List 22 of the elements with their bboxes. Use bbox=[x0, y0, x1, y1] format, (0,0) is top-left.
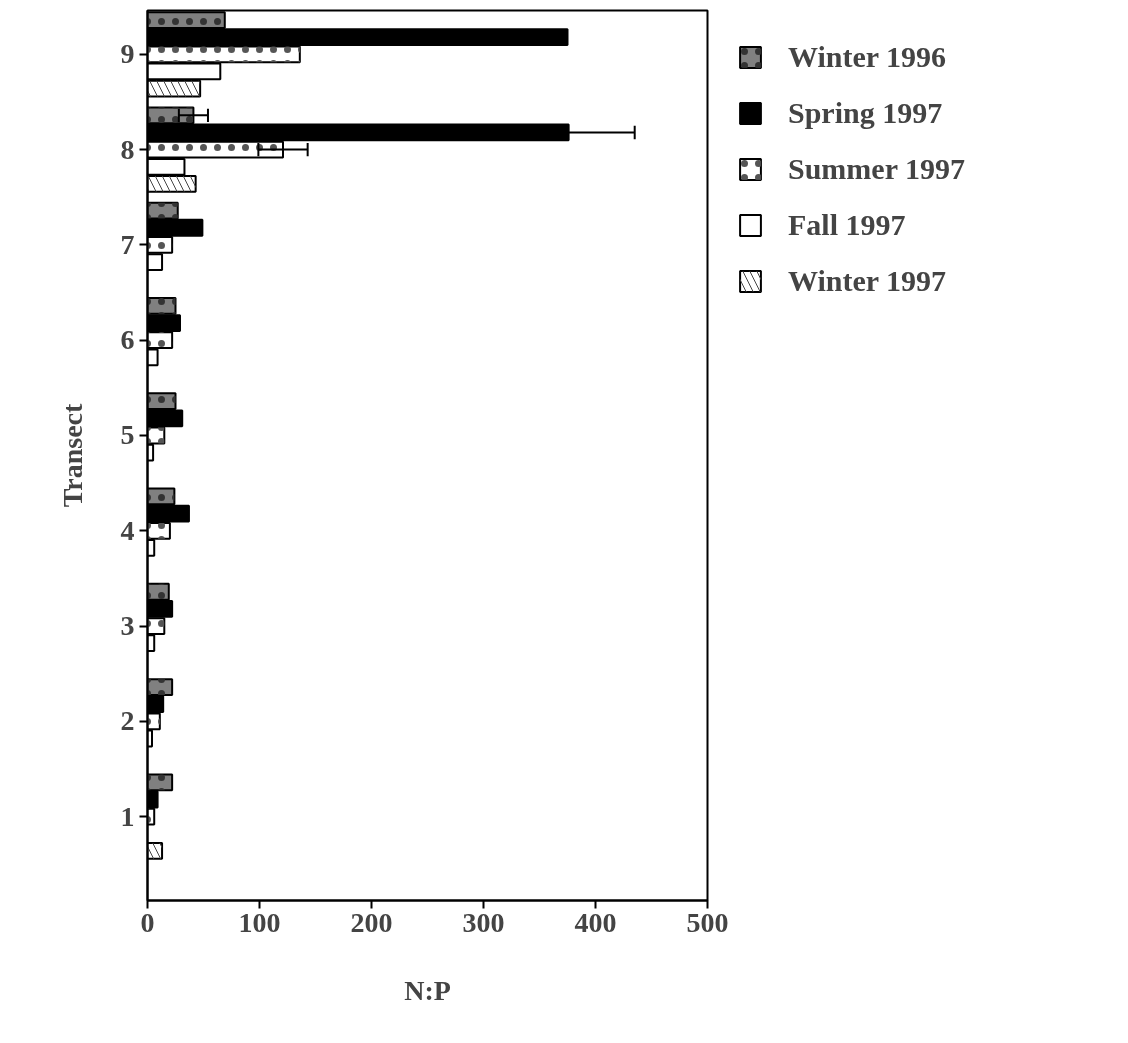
y-tick-label: 9 bbox=[120, 38, 135, 70]
x-tick-label: 300 bbox=[462, 906, 505, 938]
y-tick-label: 7 bbox=[120, 228, 135, 260]
legend-label: Winter 1997 bbox=[788, 264, 947, 298]
y-tick-label: 6 bbox=[120, 324, 135, 356]
x-tick-label: 0 bbox=[140, 906, 155, 938]
y-tick-label: 4 bbox=[120, 514, 135, 546]
y-axis-title: Transect bbox=[56, 402, 88, 508]
x-tick-label: 100 bbox=[238, 906, 281, 938]
legend-label: Summer 1997 bbox=[788, 152, 965, 186]
legend-label: Spring 1997 bbox=[788, 96, 943, 130]
y-tick-label: 2 bbox=[120, 705, 135, 737]
y-tick-label: 8 bbox=[120, 133, 135, 165]
y-tick-label: 3 bbox=[120, 610, 135, 642]
x-tick-label: 500 bbox=[686, 906, 729, 938]
y-tick-label: 5 bbox=[120, 419, 135, 451]
x-tick-label: 200 bbox=[350, 906, 393, 938]
legend-label: Fall 1997 bbox=[788, 208, 906, 242]
x-axis-title: N:P bbox=[404, 974, 451, 1006]
x-tick-label: 400 bbox=[574, 906, 617, 938]
legend-label: Winter 1996 bbox=[788, 40, 947, 74]
y-tick-label: 1 bbox=[120, 800, 135, 832]
